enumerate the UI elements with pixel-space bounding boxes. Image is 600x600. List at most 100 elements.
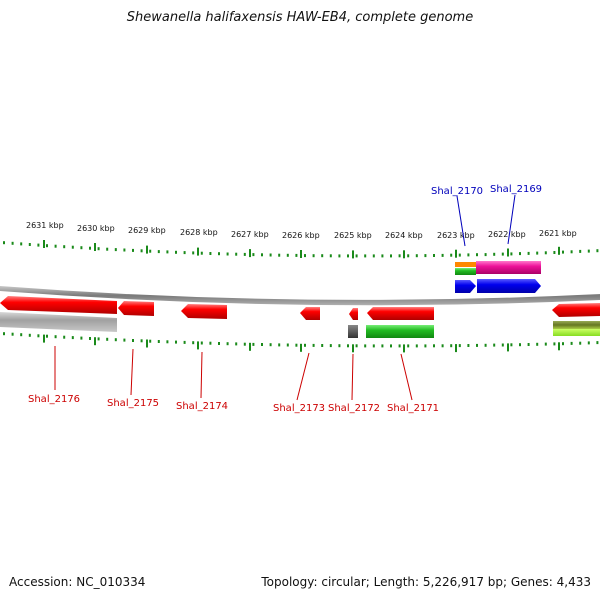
tick-dot — [519, 343, 521, 347]
tick-dot — [28, 243, 31, 246]
kbp-label: 2625 kbp — [334, 231, 372, 240]
tick-dot — [329, 344, 332, 348]
tick-dot — [493, 343, 496, 347]
tick-dot — [54, 335, 57, 339]
tick-major — [249, 342, 251, 351]
tick-dot — [252, 253, 255, 257]
tick-dot — [295, 253, 298, 257]
tick-dot — [433, 344, 435, 348]
gene-shal-2170[interactable] — [455, 280, 476, 293]
tick-dot — [570, 341, 573, 345]
tick-dot — [97, 337, 100, 341]
gene-shal-2171-green — [366, 325, 434, 338]
tick-dot — [476, 343, 478, 347]
tick-dot — [235, 342, 238, 346]
gene-small-red — [349, 308, 358, 320]
tick-major — [94, 243, 96, 251]
tick-dot — [252, 342, 255, 346]
tick-major — [300, 343, 302, 352]
tick-dot — [71, 336, 74, 340]
gene-shal-2169[interactable] — [477, 279, 541, 293]
gene-label[interactable]: Shal_2169 — [490, 184, 542, 195]
gene-magenta — [476, 261, 541, 274]
tick-dot — [398, 254, 401, 258]
tick-dot — [20, 242, 23, 246]
tick-dot — [304, 343, 306, 347]
gene-label[interactable]: Shal_2173 — [273, 403, 325, 414]
gene-shal-2174[interactable] — [181, 304, 227, 319]
tick-dot — [37, 243, 40, 247]
tick-dot — [175, 250, 177, 254]
tick-dot — [355, 344, 358, 348]
gene-shal-2176[interactable] — [0, 296, 117, 314]
tick-dot — [89, 246, 91, 250]
tick-dot — [441, 344, 444, 348]
tick-dot — [415, 254, 418, 258]
tick-dot — [329, 254, 332, 258]
gene-shal-2173[interactable] — [300, 307, 320, 320]
tick-dot — [587, 249, 590, 253]
tick-dot — [235, 252, 238, 256]
tick-dot — [407, 254, 410, 258]
tick-dot — [218, 342, 220, 345]
gene-label[interactable]: Shal_2176 — [28, 394, 80, 405]
tick-dot — [71, 245, 74, 249]
tick-dot — [261, 253, 263, 257]
gene-label[interactable]: Shal_2170 — [431, 186, 483, 197]
tick-dot — [3, 241, 5, 245]
tick-dot — [458, 253, 461, 257]
tick-dot — [493, 252, 496, 256]
gene-shal-2176-gray — [0, 312, 117, 332]
gene-shal-2171[interactable] — [367, 307, 434, 320]
gene-label[interactable]: Shal_2171 — [387, 403, 439, 414]
tick-dot — [149, 249, 152, 253]
tick-dot — [46, 334, 48, 338]
kbp-label: 2627 kbp — [231, 230, 269, 239]
tick-dot — [553, 251, 556, 254]
tick-major — [455, 344, 457, 353]
gene-label[interactable]: Shal_2175 — [107, 398, 159, 409]
kbp-label: 2622 kbp — [488, 230, 526, 239]
bottom-tick-scale — [3, 332, 599, 353]
tick-dot — [501, 343, 504, 347]
gene-shal-2175[interactable] — [118, 301, 154, 316]
gene-label[interactable]: Shal_2174 — [176, 401, 228, 412]
genome-title: Shewanella halifaxensis HAW-EB4, complet… — [126, 10, 474, 25]
tick-major — [352, 250, 354, 259]
tick-dot — [140, 249, 143, 253]
tick-dot — [132, 248, 134, 252]
tick-dot — [312, 254, 315, 258]
tick-dot — [519, 252, 521, 256]
tick-major — [43, 334, 45, 343]
tick-dot — [458, 344, 461, 348]
tick-dot — [501, 252, 504, 256]
tick-dot — [321, 344, 324, 347]
tick-dot — [424, 344, 427, 348]
tick-dot — [149, 339, 152, 343]
tick-dot — [398, 344, 401, 348]
tick-dot — [200, 341, 203, 345]
tick-major — [558, 246, 560, 255]
tick-dot — [226, 342, 229, 346]
tick-dot — [596, 249, 599, 253]
tick-major — [197, 341, 199, 350]
tick-dot — [269, 253, 272, 257]
accession-text: Accession: NC_010334 — [9, 575, 146, 589]
tick-dot — [476, 253, 478, 257]
gene-label[interactable]: Shal_2172 — [328, 403, 380, 414]
tick-dot — [510, 252, 513, 256]
gene-shal-2172[interactable] — [348, 325, 358, 338]
genome-backbone — [0, 286, 600, 306]
tick-major — [507, 343, 509, 352]
gene-right-red — [552, 303, 600, 317]
tick-dot — [89, 337, 91, 340]
kbp-label: 2626 kbp — [282, 231, 320, 240]
tick-dot — [286, 343, 289, 347]
tick-dot — [527, 343, 530, 346]
gene-right-lime — [553, 329, 600, 336]
tick-dot — [226, 252, 229, 256]
tick-dot — [364, 344, 367, 348]
tick-major — [352, 344, 354, 353]
tick-major — [249, 249, 251, 258]
